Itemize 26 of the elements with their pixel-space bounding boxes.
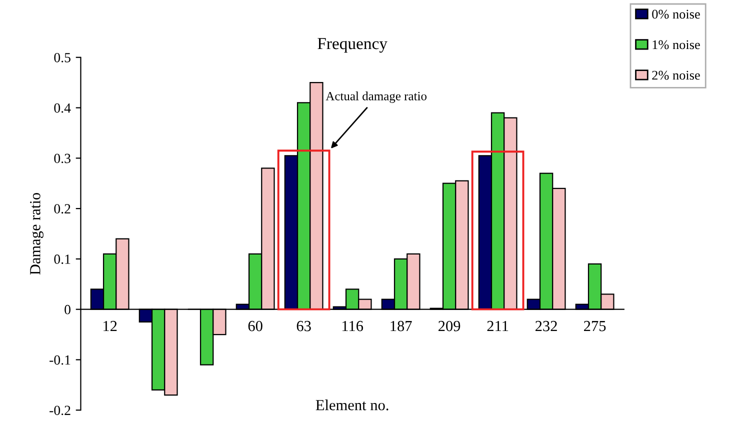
y-tick-label: -0.1 bbox=[50, 355, 70, 365]
y-tick-label: -0.2 bbox=[50, 406, 70, 416]
bar bbox=[471, 150, 524, 310]
text: Actual damage ratio bbox=[326, 92, 427, 103]
chart-title: Frequency bbox=[318, 38, 388, 53]
y-tick-label: 0 bbox=[64, 304, 70, 314]
y-tick-label: 0.2 bbox=[54, 204, 70, 214]
y-tick-label: 0.1 bbox=[54, 254, 70, 264]
legend-label: 2% noise bbox=[652, 70, 700, 80]
x-tick-label: 211 bbox=[487, 320, 508, 332]
legend-label: 0% noise bbox=[652, 10, 700, 19]
x-tick-label: 209 bbox=[438, 320, 460, 332]
x-axis-title: Element no. bbox=[316, 400, 388, 410]
x-tick-label: 60 bbox=[248, 320, 262, 332]
x-tick-label: 232 bbox=[536, 320, 557, 332]
x-tick-label: 187 bbox=[390, 320, 412, 332]
y-axis-title: Damage ratio bbox=[30, 192, 44, 275]
y-tick-label: 0.3 bbox=[54, 154, 70, 164]
x-tick-label: 116 bbox=[342, 320, 364, 332]
bar bbox=[277, 150, 330, 310]
y-tick-label: 0.4 bbox=[54, 103, 71, 113]
x-tick-label: 63 bbox=[296, 320, 311, 332]
x-tick-label: 275 bbox=[584, 320, 606, 332]
legend-label: 1% noise bbox=[652, 40, 700, 50]
x-tick-label: 12 bbox=[104, 320, 117, 332]
y-tick-label: 0.5 bbox=[54, 52, 70, 62]
